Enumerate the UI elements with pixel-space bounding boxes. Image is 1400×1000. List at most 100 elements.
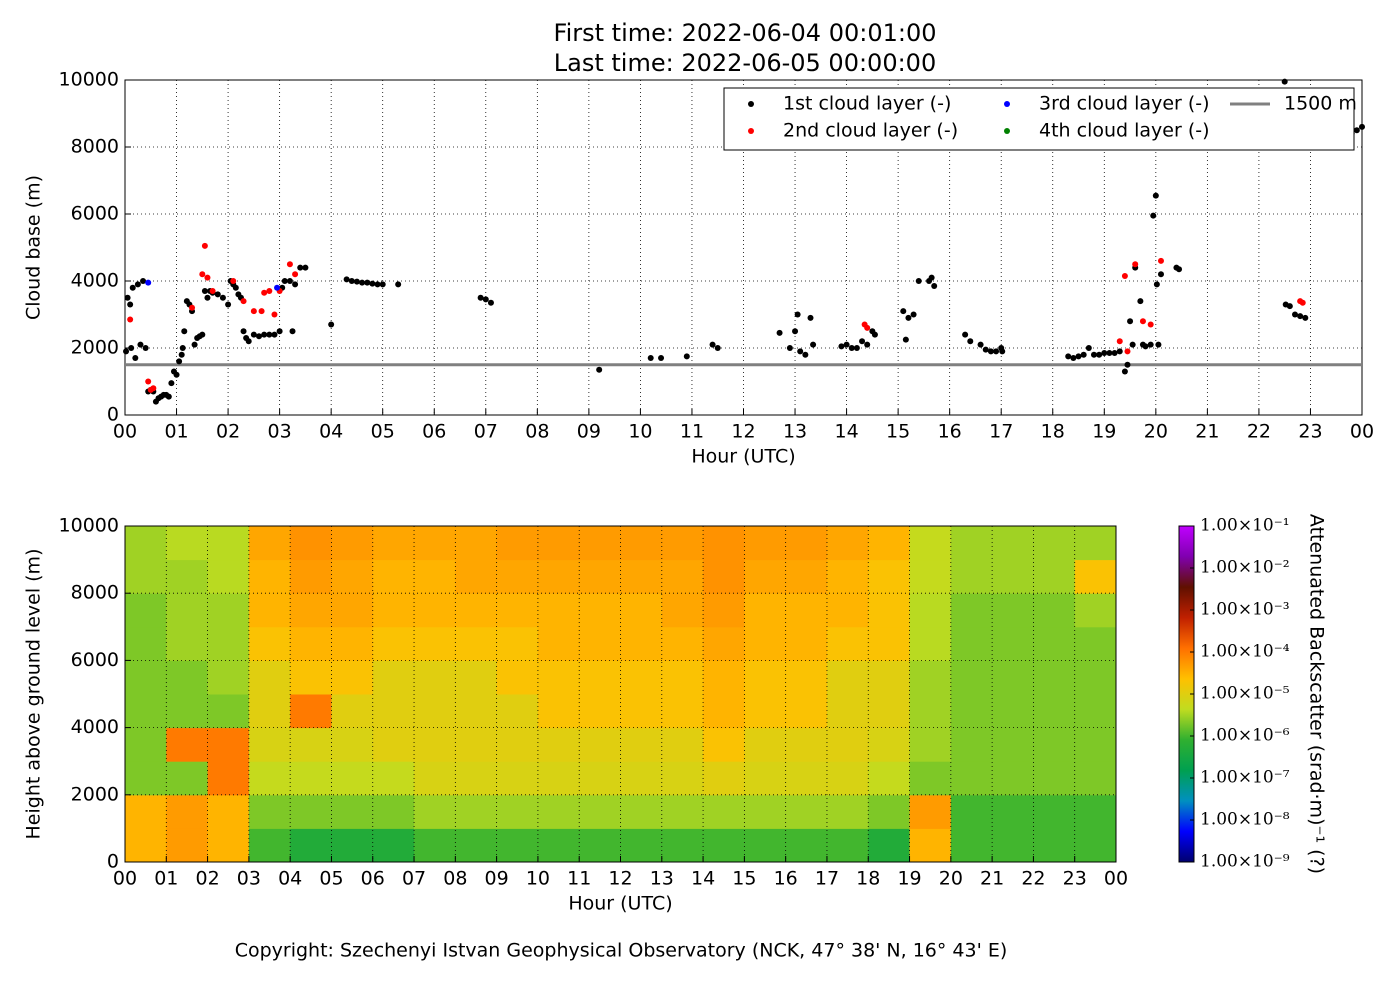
point [905, 314, 912, 321]
colorbar-label: Attenuated Backscatter (srad·m)⁻¹ (?) [1306, 514, 1328, 874]
heat-cell [372, 794, 415, 829]
point [199, 271, 206, 278]
heat-cell [1033, 694, 1076, 729]
point [967, 338, 974, 345]
x-tick-label: 06 [361, 868, 385, 890]
heat-cell [661, 660, 704, 695]
heat-cell [414, 694, 456, 729]
heat-cell [414, 593, 456, 628]
heat-cell [290, 526, 332, 561]
point [127, 316, 134, 323]
point [209, 288, 216, 295]
heat-cell [372, 526, 415, 561]
legend-marker [748, 128, 754, 134]
heat-cell [992, 828, 1034, 863]
heat-cell [414, 727, 456, 762]
heat-cell [950, 727, 993, 762]
point [683, 353, 690, 360]
heat-cell [496, 593, 539, 628]
point [931, 283, 938, 290]
heat-cell [868, 626, 911, 661]
heat-cell [166, 727, 209, 762]
heat-cell [455, 828, 498, 863]
heat-cell [785, 559, 828, 594]
y-tick-label: 8000 [71, 582, 119, 604]
point [266, 331, 273, 338]
point [395, 281, 402, 288]
heat-cell [166, 828, 209, 863]
point [225, 301, 232, 308]
point [1121, 368, 1128, 375]
heat-cell [496, 660, 539, 695]
heat-cell [455, 559, 498, 594]
point [1176, 266, 1183, 273]
heat-cell [909, 761, 952, 796]
heat-cell [744, 626, 787, 661]
x-tick-label: 12 [731, 421, 755, 443]
heat-cell [331, 593, 374, 628]
heat-cell [826, 559, 869, 594]
heat-cell [125, 761, 167, 796]
point [353, 278, 360, 285]
x-tick-label: 00 [1350, 421, 1374, 443]
heat-cell [785, 593, 828, 628]
heat-cell [331, 559, 374, 594]
point [189, 304, 196, 311]
heat-cell [496, 694, 539, 729]
heat-cell [950, 526, 993, 561]
y-axis-label: Height above ground level (m) [23, 549, 45, 840]
y-axis-label: Cloud base (m) [23, 175, 45, 320]
point [864, 324, 871, 331]
legend-box [723, 87, 1355, 151]
heat-cell [620, 828, 663, 863]
heat-cell [537, 526, 580, 561]
heat-cell [579, 593, 621, 628]
x-tick-label: 15 [732, 868, 756, 890]
x-tick-label: 11 [567, 868, 591, 890]
heat-cell [744, 559, 787, 594]
x-tick-label: 14 [691, 868, 715, 890]
heat-cell [785, 626, 828, 661]
x-tick-label: 10 [628, 421, 652, 443]
point [266, 288, 273, 295]
point [199, 331, 206, 338]
chart-title: First time: 2022-06-04 00:01:00 [554, 19, 937, 47]
heat-cell [868, 761, 911, 796]
heat-cell [661, 526, 704, 561]
point [145, 378, 152, 385]
point [271, 311, 278, 318]
footer: Copyright: Szechenyi Istvan Geophysical … [235, 940, 1008, 962]
heat-cell [207, 626, 250, 661]
point [124, 294, 131, 301]
point [1080, 351, 1087, 358]
heat-cell [537, 727, 580, 762]
point [1153, 281, 1160, 288]
x-tick-label: 22 [1021, 868, 1045, 890]
legend-label: 2nd cloud layer (-) [783, 120, 958, 142]
point [276, 328, 283, 335]
y-tick-label: 4000 [71, 270, 119, 292]
point [132, 355, 139, 362]
point [1065, 353, 1072, 360]
point [1101, 350, 1108, 357]
heat-cell [785, 761, 828, 796]
x-tick-label: 05 [319, 868, 343, 890]
heat-cell [661, 794, 704, 829]
heat-cell [868, 559, 911, 594]
point [1116, 348, 1123, 355]
heat-cell [414, 526, 456, 561]
point [176, 358, 183, 365]
heat-cell [992, 526, 1034, 561]
x-tick-label: 20 [1144, 421, 1168, 443]
point [123, 348, 130, 355]
heat-cell [620, 559, 663, 594]
heat-cell [785, 694, 828, 729]
y-tick-label: 10000 [59, 69, 119, 91]
heat-cell [950, 626, 993, 661]
point [792, 328, 799, 335]
heat-cell [166, 593, 209, 628]
heat-cell [290, 694, 332, 729]
point [150, 385, 157, 392]
heat-cell [455, 660, 498, 695]
